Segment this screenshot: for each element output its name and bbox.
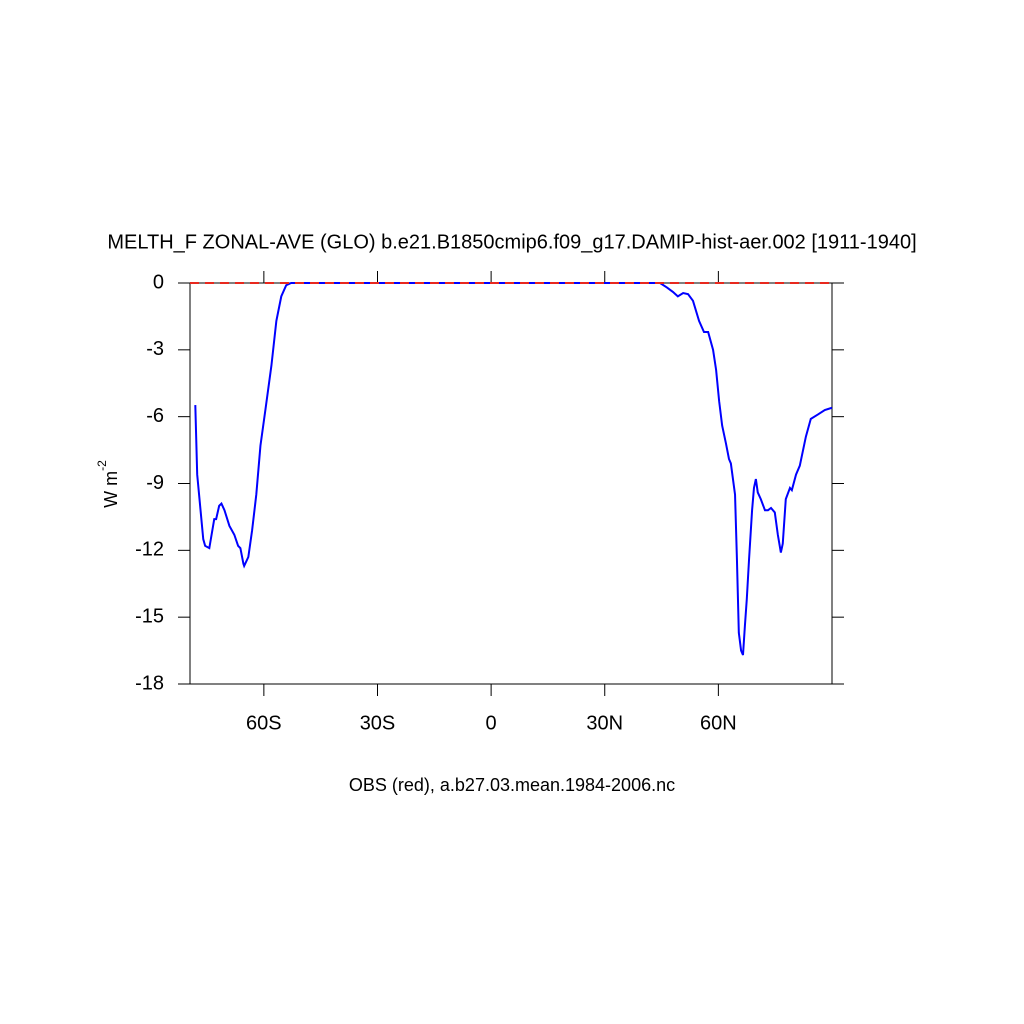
y-tick-label: -3 [146, 338, 164, 360]
y-tick-label: -12 [135, 539, 164, 561]
x-tick-label: 30S [360, 712, 396, 734]
y-tick-label: -18 [135, 672, 164, 694]
y-label-sup: -2 [95, 460, 109, 471]
chart-title: MELTH_F ZONAL-AVE (GLO) b.e21.B1850cmip6… [107, 231, 916, 253]
y-tick-label: -6 [146, 405, 164, 427]
series-line [194, 282, 833, 656]
subtitle: OBS (red), a.b27.03.mean.1984-2006.nc [349, 775, 675, 795]
x-tick-label: 60S [246, 712, 282, 734]
y-tick-label: 0 [153, 271, 164, 293]
y-tick-label: -9 [146, 472, 164, 494]
x-tick-label: 0 [486, 712, 497, 734]
y-label-main: W m [101, 471, 121, 508]
y-axis-label-text: W m-2 [95, 460, 121, 508]
x-tick-label: 30N [586, 712, 623, 734]
y-tick-label: -15 [135, 605, 164, 627]
plot-frame [189, 282, 833, 685]
y-axis-label: W m-2 [95, 460, 121, 508]
x-tick-label: 60N [700, 712, 737, 734]
